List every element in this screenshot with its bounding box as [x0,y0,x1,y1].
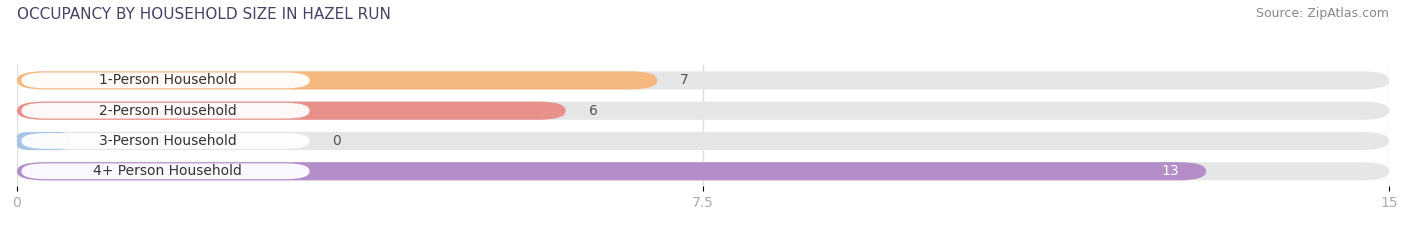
FancyBboxPatch shape [17,132,69,150]
Text: 1-Person Household: 1-Person Household [98,73,236,87]
FancyBboxPatch shape [17,71,1389,89]
FancyBboxPatch shape [17,102,565,120]
FancyBboxPatch shape [17,71,657,89]
Text: 7: 7 [681,73,689,87]
FancyBboxPatch shape [21,103,309,119]
FancyBboxPatch shape [21,133,309,149]
FancyBboxPatch shape [17,102,1389,120]
Text: 3-Person Household: 3-Person Household [98,134,236,148]
FancyBboxPatch shape [17,162,1206,180]
Text: 0: 0 [332,134,342,148]
Text: 13: 13 [1161,164,1178,178]
Text: 4+ Person Household: 4+ Person Household [93,164,242,178]
FancyBboxPatch shape [17,162,1389,180]
FancyBboxPatch shape [21,72,309,88]
Text: 6: 6 [589,104,598,118]
Text: Source: ZipAtlas.com: Source: ZipAtlas.com [1256,7,1389,20]
Text: OCCUPANCY BY HOUSEHOLD SIZE IN HAZEL RUN: OCCUPANCY BY HOUSEHOLD SIZE IN HAZEL RUN [17,7,391,22]
FancyBboxPatch shape [17,132,1389,150]
FancyBboxPatch shape [21,163,309,179]
Text: 2-Person Household: 2-Person Household [98,104,236,118]
